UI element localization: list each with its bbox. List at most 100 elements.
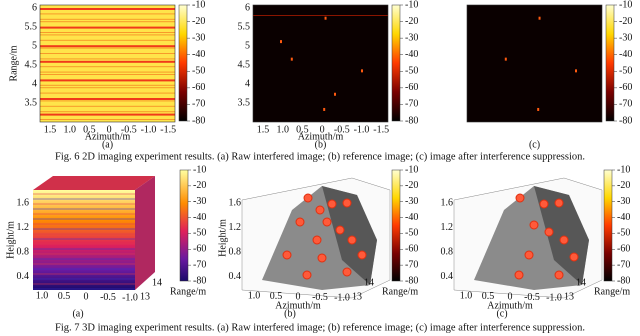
y-tick-label: 5: [32, 40, 37, 51]
colorbar-tick-label: -10: [193, 164, 206, 175]
x-tick-label: 0: [508, 291, 513, 302]
range-tick-label: 14: [576, 277, 586, 288]
colorbar: [605, 4, 615, 122]
x-tick-label: 0: [107, 124, 112, 135]
y-tick-label: 6: [32, 2, 37, 13]
target-blob: [544, 227, 554, 237]
heatmap-stripe: [40, 113, 175, 116]
colorbar-tick-label: -20: [617, 180, 630, 191]
x-tick-label: 1.0: [248, 290, 261, 301]
colorbar-tick-label: -20: [405, 16, 418, 27]
colorbar-tick-label: -10: [619, 0, 632, 10]
heatmap-stripe: [40, 58, 175, 60]
target-blob: [302, 270, 312, 280]
y-tick-label: 4: [32, 78, 37, 89]
heatmap-stripe: [253, 15, 388, 16]
colorbar-tick-label: -70: [617, 259, 630, 270]
x-tick-label: 0.5: [482, 291, 495, 302]
x-tick-label: -1.0: [546, 292, 562, 303]
x-tick-label: -0.5: [312, 292, 328, 303]
heatmap-spot: [537, 107, 540, 111]
colorbar: [603, 169, 613, 282]
target-blob: [342, 267, 352, 277]
colorbar: [391, 4, 401, 122]
x-tick-label: -1.0: [141, 124, 157, 135]
heatmap-spot: [323, 107, 326, 111]
x-axis-label: Azimuth/m: [275, 300, 321, 311]
heatmap-stripe: [40, 18, 175, 20]
target-blob: [524, 250, 534, 260]
heatmap-stripe: [40, 21, 175, 23]
x-tick-label: 1.0: [276, 124, 289, 135]
colorbar-tick-label: -50: [405, 66, 418, 77]
y-tick-label: 0.8: [441, 246, 454, 257]
target-blob: [322, 217, 332, 227]
target-blob: [515, 193, 525, 203]
colorbar-tick-label: -30: [192, 32, 205, 43]
range-tick-label: 14: [152, 277, 162, 288]
colorbar-tick-label: -70: [405, 259, 418, 270]
heatmap-stripe: [40, 84, 175, 86]
heatmap-stripe: [40, 79, 175, 82]
colorbar-tick-label: -80: [192, 115, 205, 126]
y-tick-label: 1.2: [229, 222, 242, 233]
x-tick-label: -1.0: [354, 124, 370, 135]
y-tick-label: 3.5: [238, 97, 251, 108]
plot-frame: [252, 4, 389, 123]
target-blob: [569, 252, 579, 262]
colorbar-tick-label: -60: [405, 244, 418, 255]
colorbar-tick-label: -60: [619, 82, 632, 93]
colorbar-tick-label: -80: [193, 275, 206, 286]
heatmap-background: [253, 5, 388, 122]
y-tick-label: 4.5: [238, 59, 251, 70]
y-tick-label: 1.6: [229, 197, 242, 208]
colorbar-tick-label: -20: [619, 16, 632, 27]
heatmap-stripe: [40, 53, 175, 54]
y-tick-label: 3.5: [25, 97, 38, 108]
colorbar-tick-label: -30: [405, 196, 418, 207]
colorbar-tick-label: -30: [619, 32, 632, 43]
colorbar-tick-label: -20: [192, 16, 205, 27]
range-axis-label: Range/m: [382, 286, 418, 297]
cube-side: [135, 176, 155, 290]
heatmap-stripe: [40, 47, 175, 49]
heatmap-spot: [575, 69, 577, 73]
subfigure-label: (c): [496, 308, 507, 319]
colorbar-tick-label: -40: [619, 49, 632, 60]
colorbar-tick-label: -40: [617, 212, 630, 223]
x-tick-label: -0.5: [100, 292, 116, 303]
x-tick-label: 0: [84, 291, 89, 302]
x-axis-label: Azimuth/m: [487, 300, 533, 311]
colorbar-tick-label: -60: [617, 244, 630, 255]
heatmap-spot: [280, 40, 282, 44]
colorbar-tick-label: -80: [617, 275, 630, 286]
colorbar-tick-label: -40: [405, 49, 418, 60]
x-tick-label: -0.5: [334, 124, 350, 135]
x-tick-label: -0.5: [524, 292, 540, 303]
colorbar: [178, 4, 188, 122]
colorbar-tick-label: -30: [405, 32, 418, 43]
y-tick-label: 1.6: [17, 197, 30, 208]
x-tick-label: 1.5: [257, 124, 270, 135]
x-tick-label: 1.0: [36, 290, 49, 301]
x-tick-label: -1.0: [122, 292, 138, 303]
heatmap-stripe: [40, 111, 175, 113]
x-tick-label: -1.0: [334, 292, 350, 303]
target-blob: [335, 225, 345, 235]
range-tick-label: 13: [564, 291, 574, 302]
plot-frame: [466, 4, 603, 123]
heatmap-spot: [504, 57, 507, 61]
colorbar-tick-label: -70: [193, 259, 206, 270]
colorbar-tick-label: -50: [192, 66, 205, 77]
colorbar-tick-label: -70: [192, 99, 205, 110]
y-tick-label: 1.6: [441, 197, 454, 208]
colorbar-tick-label: -20: [405, 180, 418, 191]
subfigure-label: (b): [315, 139, 327, 150]
heatmap-background: [467, 5, 602, 122]
x-axis-label: Azimuth/m: [85, 131, 131, 142]
x-tick-label: 0: [320, 124, 325, 135]
y-tick-label: 6: [245, 2, 250, 13]
figure-caption: Fig. 6 2D imaging experiment results. (a…: [55, 151, 585, 162]
target-blob: [514, 270, 524, 280]
